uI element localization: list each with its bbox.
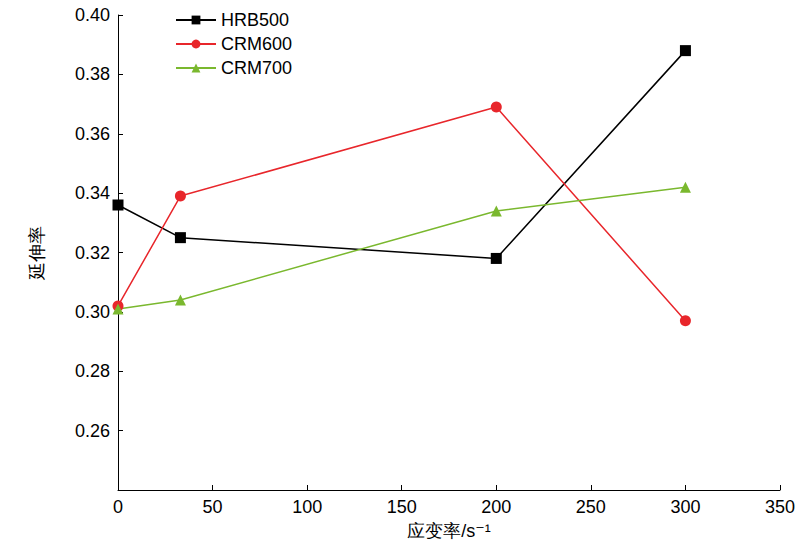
svg-text:应变率/s⁻¹: 应变率/s⁻¹ bbox=[407, 521, 491, 541]
svg-text:200: 200 bbox=[481, 497, 511, 517]
svg-text:0: 0 bbox=[113, 497, 123, 517]
svg-text:100: 100 bbox=[292, 497, 322, 517]
svg-text:CRM700: CRM700 bbox=[221, 58, 292, 78]
svg-text:0.38: 0.38 bbox=[75, 64, 110, 84]
svg-text:150: 150 bbox=[387, 497, 417, 517]
svg-text:50: 50 bbox=[203, 497, 223, 517]
svg-text:0.36: 0.36 bbox=[75, 124, 110, 144]
svg-text:300: 300 bbox=[670, 497, 700, 517]
svg-text:250: 250 bbox=[576, 497, 606, 517]
svg-text:0.30: 0.30 bbox=[75, 302, 110, 322]
svg-text:HRB500: HRB500 bbox=[221, 10, 289, 30]
svg-text:延伸率: 延伸率 bbox=[27, 226, 47, 281]
svg-text:0.28: 0.28 bbox=[75, 361, 110, 381]
svg-text:CRM600: CRM600 bbox=[221, 34, 292, 54]
svg-text:350: 350 bbox=[765, 497, 795, 517]
svg-text:0.34: 0.34 bbox=[75, 183, 110, 203]
svg-text:0.26: 0.26 bbox=[75, 421, 110, 441]
svg-text:0.40: 0.40 bbox=[75, 5, 110, 25]
svg-text:0.32: 0.32 bbox=[75, 243, 110, 263]
